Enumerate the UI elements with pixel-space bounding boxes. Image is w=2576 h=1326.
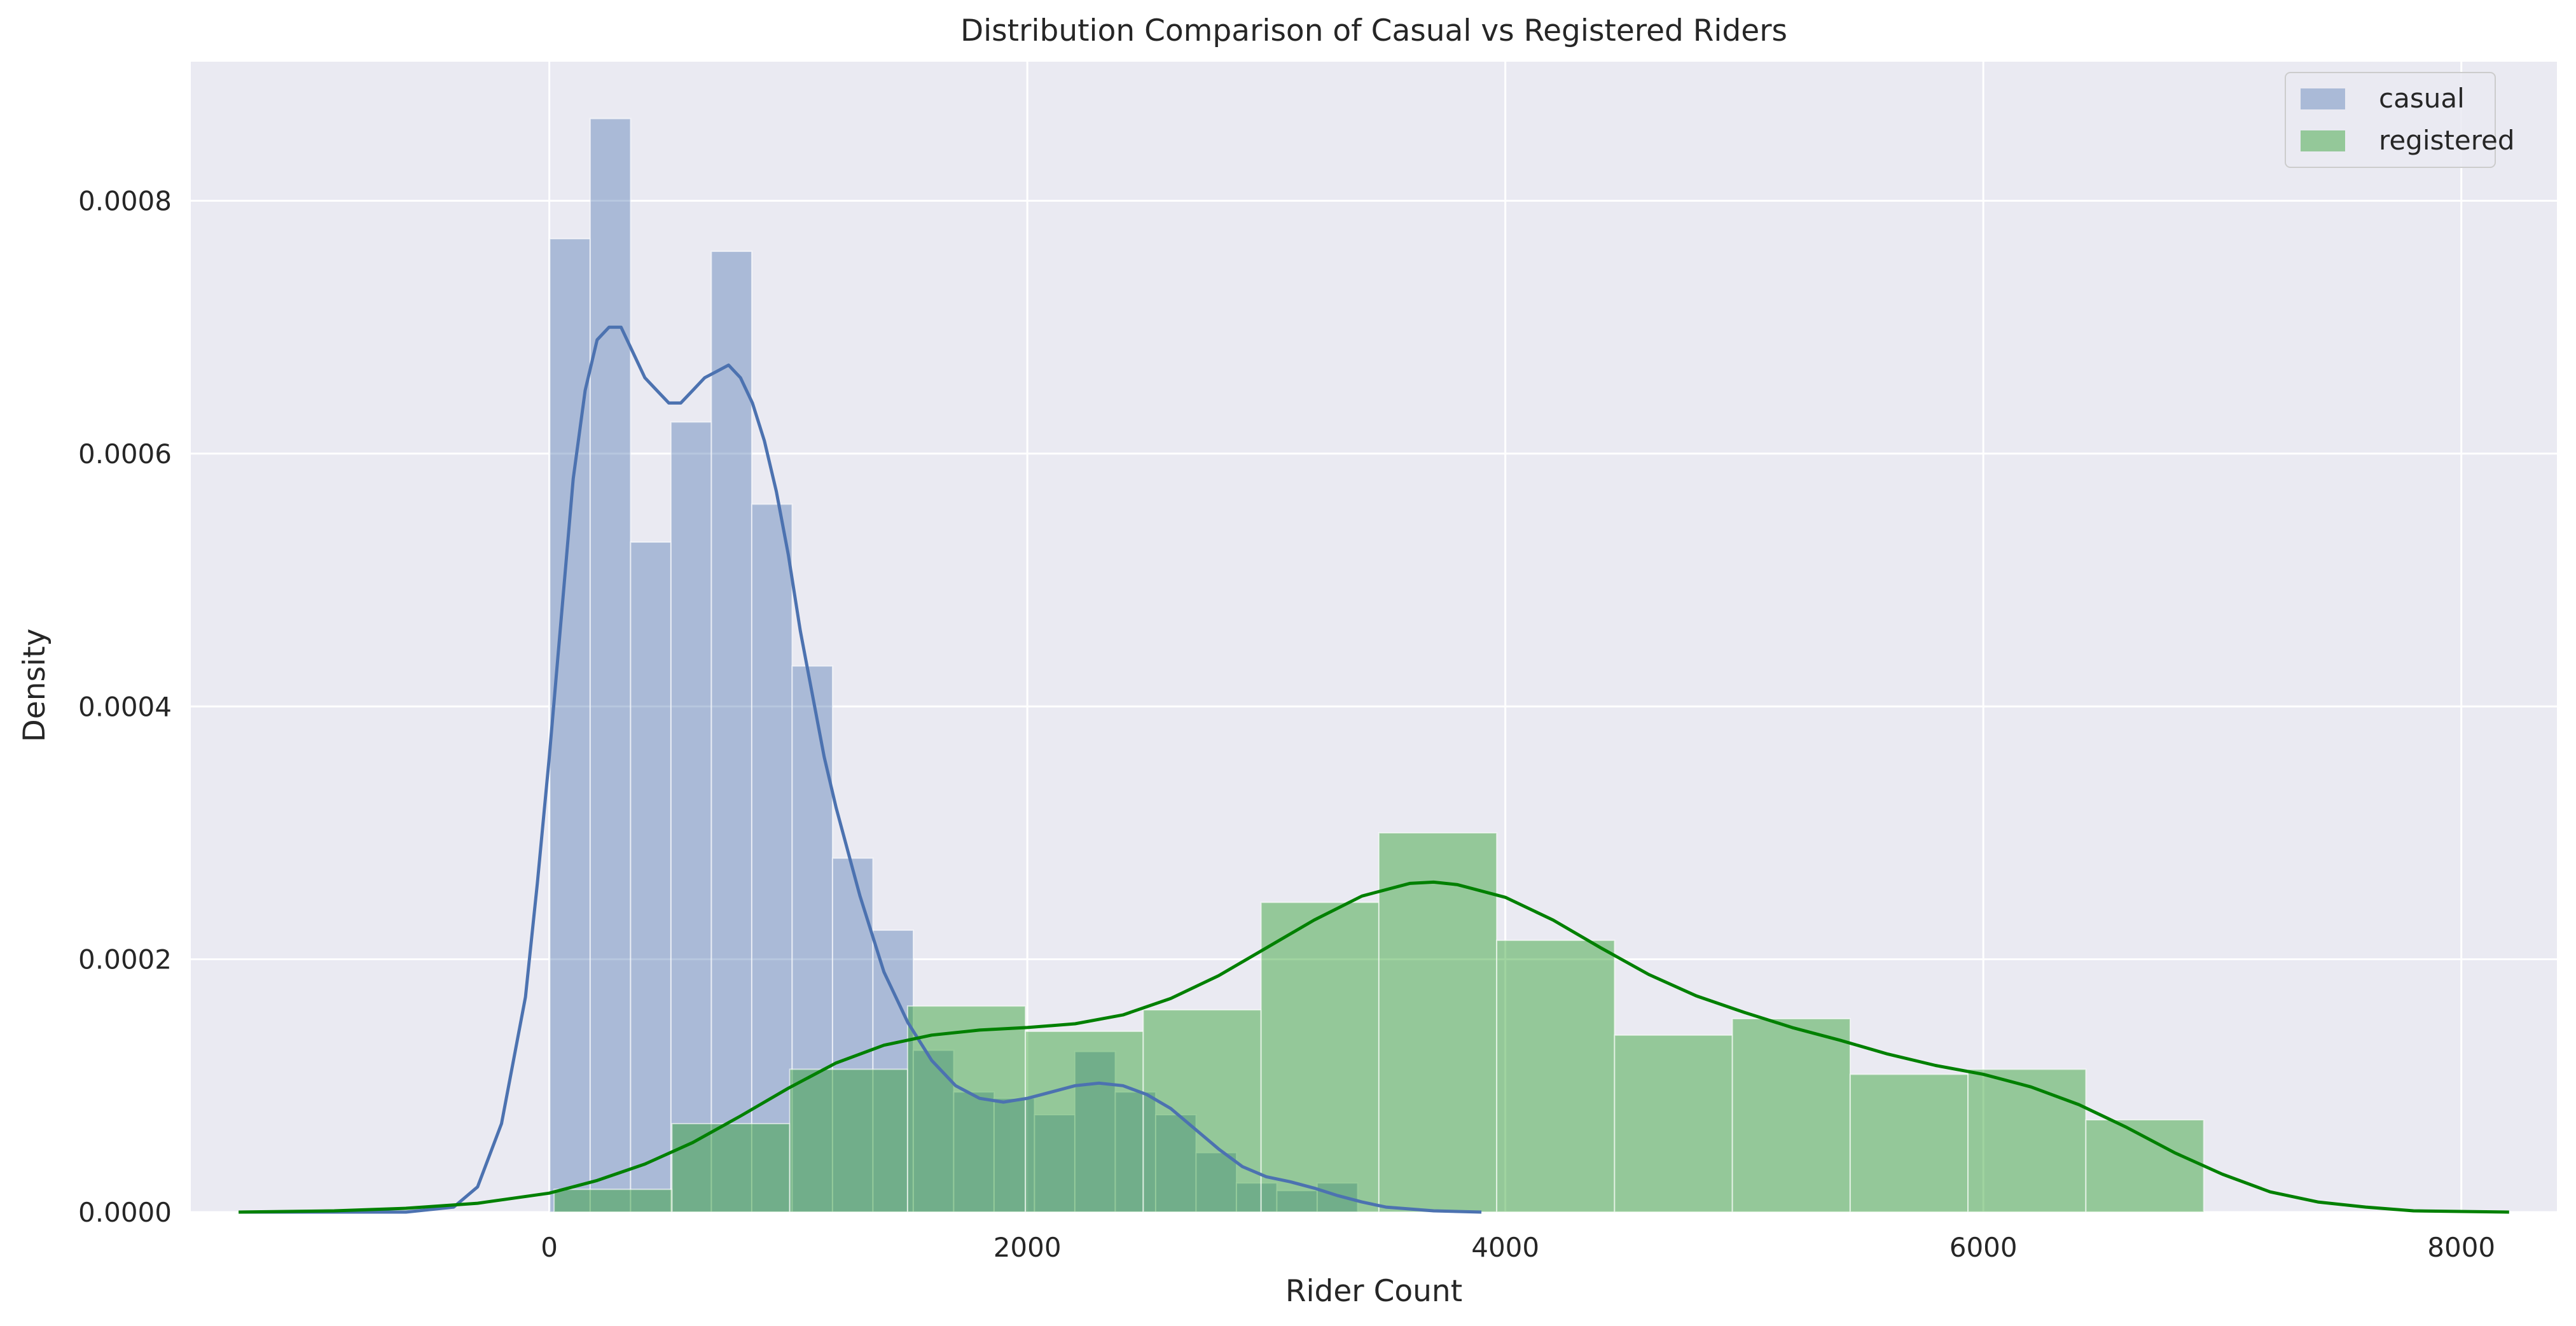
kde-line-casual: [239, 325, 1482, 1214]
legend-swatch-casual: [2301, 88, 2345, 109]
histogram-bar-casual: [549, 238, 591, 1213]
histogram-bar-registered: [1025, 1030, 1144, 1213]
histogram-bar-registered: [1614, 1034, 1733, 1213]
x-tick-label: 6000: [1949, 1232, 2018, 1263]
histogram-bar-casual: [1195, 1152, 1237, 1213]
y-tick-label: 0.0002: [78, 944, 172, 975]
legend-label-registered: registered: [2379, 125, 2515, 156]
y-axis-label: Density: [17, 629, 52, 743]
plot-background: [191, 62, 2557, 1212]
histogram-bar-casual: [630, 541, 672, 1213]
histogram-bar-casual: [872, 929, 914, 1213]
x-axis-ticks: 0 2000 4000 6000 8000: [541, 1232, 2495, 1263]
histogram-bar-registered: [1378, 832, 1498, 1213]
legend-frame: [2285, 72, 2496, 168]
histogram-bar-casual: [953, 1091, 995, 1213]
histogram-bar-registered: [1849, 1073, 1969, 1213]
histogram-bar-registered: [1967, 1068, 2087, 1213]
histogram-bar-casual: [1154, 1114, 1197, 1213]
y-tick-label: 0.0006: [78, 438, 172, 470]
histogram-bar-registered: [1142, 1009, 1262, 1213]
histogram-bar-casual: [1276, 1190, 1318, 1213]
histogram-bars: [549, 118, 2205, 1213]
histogram-bar-casual: [1034, 1114, 1076, 1213]
chart-title: Distribution Comparison of Casual vs Reg…: [960, 13, 1787, 48]
y-tick-label: 0.0004: [78, 691, 172, 722]
y-tick-label: 0.0000: [78, 1197, 172, 1228]
histogram-bar-registered: [2085, 1119, 2205, 1213]
kde-line-registered: [239, 880, 2509, 1214]
y-axis-ticks: 0.0000 0.0002 0.0004 0.0006 0.0008: [78, 186, 172, 1228]
x-tick-label: 2000: [994, 1232, 1062, 1263]
legend-label-casual: casual: [2379, 83, 2465, 114]
x-tick-label: 8000: [2427, 1232, 2495, 1263]
x-axis-label: Rider Count: [1285, 1274, 1462, 1309]
histogram-bar-casual: [589, 118, 632, 1213]
y-tick-label: 0.0008: [78, 186, 172, 217]
legend-swatch-registered: [2301, 130, 2345, 151]
histogram-bar-casual: [1074, 1050, 1116, 1213]
kde-curves: [239, 325, 2509, 1214]
legend: casual registered: [2285, 72, 2515, 168]
histogram-bar-casual: [1114, 1091, 1156, 1213]
histogram-bar-registered: [1260, 902, 1380, 1213]
histogram-bar-registered: [1731, 1018, 1851, 1213]
histogram-bar-casual: [1235, 1182, 1278, 1213]
histogram-bar-registered: [906, 1005, 1027, 1213]
histogram-bar-casual: [670, 421, 712, 1213]
x-tick-label: 4000: [1471, 1232, 1539, 1263]
histogram-bar-registered: [789, 1068, 908, 1213]
histogram-bar-casual: [710, 251, 752, 1213]
x-tick-label: 0: [541, 1232, 558, 1263]
histogram-bar-registered: [1496, 939, 1616, 1213]
histogram-bar-registered: [671, 1122, 791, 1213]
histogram-bar-registered: [553, 1189, 673, 1213]
